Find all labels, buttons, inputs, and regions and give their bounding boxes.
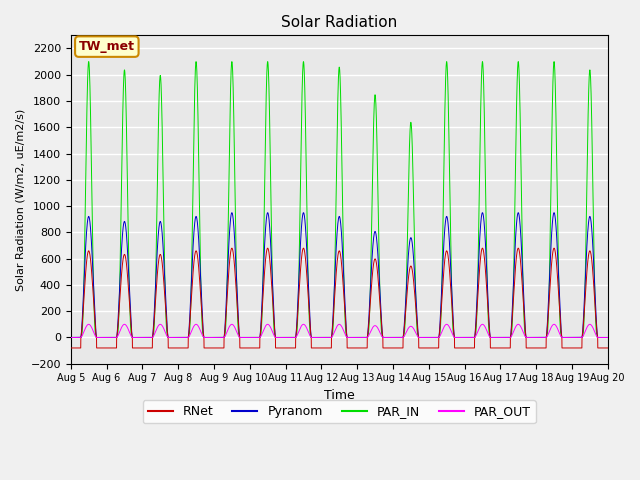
Text: TW_met: TW_met: [79, 40, 135, 53]
Y-axis label: Solar Radiation (W/m2, uE/m2/s): Solar Radiation (W/m2, uE/m2/s): [15, 108, 25, 291]
Legend: RNet, Pyranom, PAR_IN, PAR_OUT: RNet, Pyranom, PAR_IN, PAR_OUT: [143, 400, 536, 423]
X-axis label: Time: Time: [324, 389, 355, 402]
Title: Solar Radiation: Solar Radiation: [281, 15, 397, 30]
